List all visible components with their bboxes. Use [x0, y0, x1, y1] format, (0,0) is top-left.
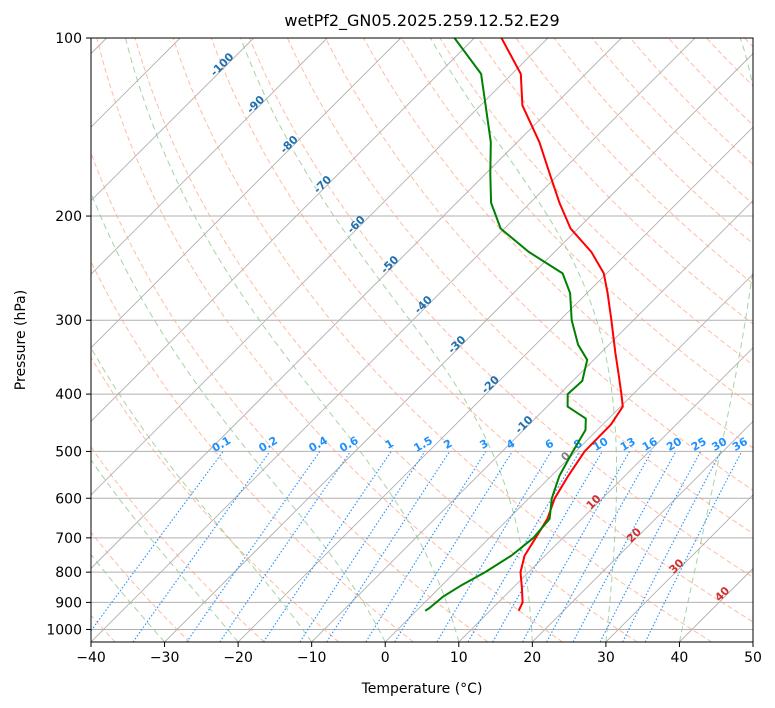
isotherm-line: [164, 52, 753, 642]
isotherm-line: [91, 38, 549, 496]
x-tick-label: −10: [297, 650, 327, 666]
y-tick-label: 200: [55, 209, 82, 225]
moist-adiabat-line: [91, 553, 165, 642]
isotherm-line: [532, 420, 753, 642]
temperature-profile-line: [500, 38, 624, 612]
x-tick-label: −30: [150, 650, 180, 666]
isotherm-line: [605, 494, 753, 642]
dry-adiabat-line: [515, 38, 753, 285]
isotherm-line: [91, 38, 622, 570]
x-tick-label: 20: [523, 650, 541, 666]
dry-adiabat-line: [134, 38, 638, 642]
y-tick-label: 300: [55, 313, 82, 329]
dry-adiabat-line: [477, 38, 753, 325]
y-tick-label: 900: [55, 595, 82, 611]
mixing-ratio-line: [394, 451, 513, 642]
x-tick-label: 10: [450, 650, 468, 666]
dry-adiabat-line: [248, 38, 753, 578]
isotherm-line: [458, 347, 753, 642]
dry-adiabat-line: [91, 531, 191, 642]
mixing-ratio-line: [599, 451, 702, 642]
x-tick-label: 30: [597, 650, 615, 666]
moist-adiabat-line: [91, 346, 313, 642]
x-axis-title: Temperature (°C): [361, 681, 483, 697]
plot-frame: [90, 37, 754, 643]
dry-adiabat-line: [96, 38, 563, 642]
isotherm-line: [91, 38, 475, 422]
isotherm-line: [237, 126, 753, 642]
x-tick-label: 50: [744, 650, 762, 666]
mixing-ratio-line: [186, 451, 321, 642]
isotherm-line: [91, 38, 254, 202]
mixing-ratio-line: [91, 451, 224, 632]
mixing-ratio-line: [546, 451, 653, 642]
dewpoint-profile-line: [424, 38, 589, 612]
chart-title: wetPf2_GN05.2025.259.12.52.E29: [284, 11, 559, 31]
y-axis-title: Pressure (hPa): [13, 290, 29, 390]
sounding-profiles: [424, 38, 624, 612]
dry-adiabat-line: [591, 38, 753, 205]
dry-adiabat-line: [210, 38, 753, 623]
y-tick-label: 400: [55, 387, 82, 403]
mixing-ratio-line: [572, 451, 677, 642]
dry-adiabat-line: [91, 356, 340, 642]
mixing-ratio-line: [219, 451, 352, 642]
moist-adiabat-line: [429, 38, 618, 642]
x-axis: −40 −30 −20 −10 0 10 20 30 40 50: [76, 642, 762, 666]
y-tick-label: 500: [55, 444, 82, 460]
x-tick-label: −20: [223, 650, 253, 666]
mixing-ratio-line: [132, 451, 271, 642]
y-tick-label: 600: [55, 491, 82, 507]
isotherm-line: [91, 38, 328, 275]
isotherm-line: [91, 38, 402, 349]
moist-adiabat-line: [91, 191, 386, 642]
y-tick-label: 800: [55, 565, 82, 581]
y-axis: 100 200 300 400 500 600 700 800 900 1000: [46, 31, 91, 639]
mixing-ratio-line: [622, 451, 722, 642]
mixing-ratio-line: [299, 451, 426, 642]
x-tick-label: 40: [670, 650, 688, 666]
dry-adiabat-line: [401, 38, 753, 407]
moist-adiabat-line: [125, 38, 460, 642]
dry-adiabat-line: [91, 260, 414, 642]
moist-adiabat-line: [240, 38, 533, 642]
isotherm-line: [91, 38, 696, 642]
dry-adiabat-line: [286, 38, 753, 535]
dry-adiabat-line: [91, 151, 489, 642]
mixing-ratio-line: [644, 451, 743, 642]
background-lines: [91, 38, 753, 642]
dry-adiabat-line: [325, 38, 753, 491]
mixing-ratio-line: [365, 451, 487, 642]
dry-adiabat-line: [439, 38, 753, 366]
mixing-ratio-line: [326, 451, 451, 642]
y-tick-label: 100: [55, 31, 82, 47]
moist-adiabat-line: [91, 458, 239, 642]
dry-adiabat-line: [172, 38, 713, 642]
plot-area: [91, 38, 753, 642]
x-tick-label: 0: [381, 650, 390, 666]
isotherm-line: [384, 273, 753, 642]
mixing-ratio-line: [522, 451, 631, 642]
y-tick-label: 700: [55, 531, 82, 547]
y-tick-label: 1000: [46, 623, 82, 639]
x-tick-label: −40: [76, 650, 106, 666]
moist-adiabat-line: [678, 38, 753, 642]
mixing-ratio-line: [492, 451, 603, 642]
